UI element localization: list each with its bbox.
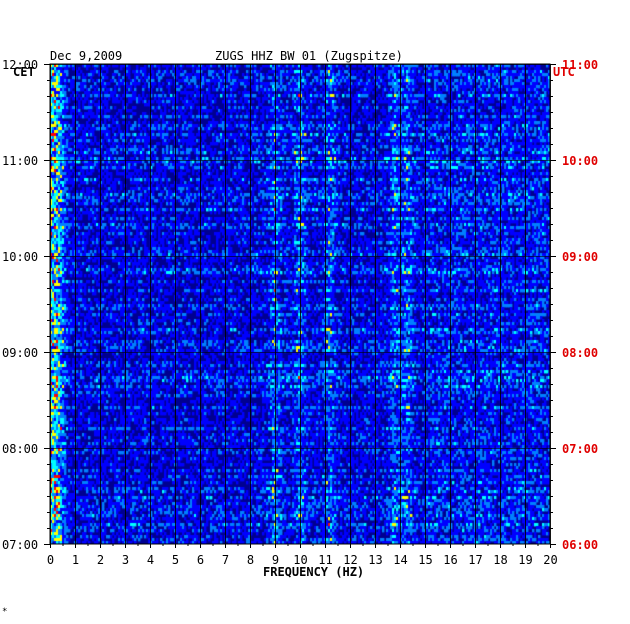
x-tick-label: 1	[71, 553, 80, 567]
utc-tick-label: 08:00	[562, 345, 599, 360]
x-tick-label: 2	[96, 553, 105, 567]
cet-tick-label: 12:00	[2, 57, 39, 72]
utc-label: UTC	[553, 65, 575, 79]
utc-tick-label: 10:00	[562, 153, 599, 168]
station-title: ZUGS HHZ BW 01 (Zugspitze)	[215, 49, 403, 63]
utc-tick-label: 06:00	[562, 537, 599, 552]
x-tick-label: 4	[146, 553, 155, 567]
cet-tick-label: 08:00	[2, 441, 39, 456]
x-tick-label: 14	[393, 553, 408, 567]
x-tick-label: 8	[246, 553, 255, 567]
cet-tick-label: 07:00	[2, 537, 39, 552]
cet-tick-label: 11:00	[2, 153, 39, 168]
x-axis-label: FREQUENCY (HZ)	[263, 565, 365, 579]
x-tick-label: 5	[171, 553, 180, 567]
x-tick-label: 15	[418, 553, 433, 567]
utc-tick-label: 07:00	[562, 441, 599, 456]
cet-label: CET	[13, 65, 35, 79]
x-tick-label: 9	[271, 553, 280, 567]
footer-mark: *	[2, 607, 8, 617]
spectrogram-plot	[50, 64, 550, 544]
x-tick-label: 12	[343, 553, 358, 567]
x-tick-label: 11	[318, 553, 333, 567]
x-tick-label: 3	[121, 553, 130, 567]
x-tick-label: 6	[196, 553, 205, 567]
x-tick-label: 13	[368, 553, 383, 567]
x-tick-label: 20	[543, 553, 558, 567]
x-tick-label: 0	[46, 553, 55, 567]
x-tick-label: 7	[221, 553, 230, 567]
x-tick-label: 16	[443, 553, 458, 567]
cet-tick-label: 09:00	[2, 345, 39, 360]
x-tick-label: 10	[293, 553, 308, 567]
date-label: Dec 9,2009	[50, 49, 123, 63]
x-tick-label: 18	[493, 553, 508, 567]
x-tick-label: 17	[468, 553, 483, 567]
x-tick-label: 19	[518, 553, 533, 567]
utc-tick-label: 11:00	[562, 57, 599, 72]
utc-tick-label: 09:00	[562, 249, 599, 264]
cet-tick-label: 10:00	[2, 249, 39, 264]
